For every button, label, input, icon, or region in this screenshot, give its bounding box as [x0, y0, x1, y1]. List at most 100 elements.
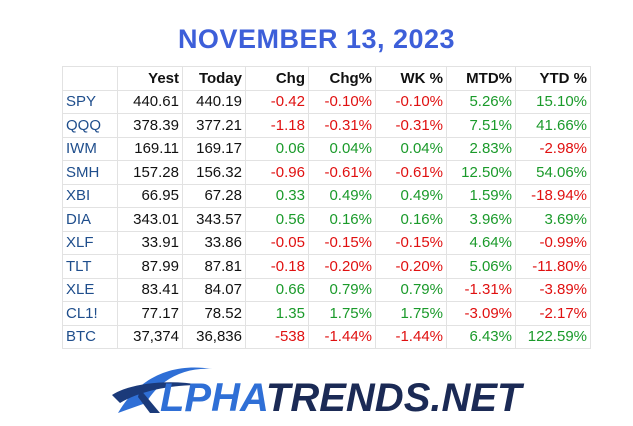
cell: 5.26%: [446, 89, 516, 114]
cell: -0.99%: [515, 230, 591, 255]
cell: -0.15%: [308, 230, 376, 255]
quote-table: Yest Today Chg Chg% WK % MTD% YTD % SPY 440.61 44…: [62, 66, 591, 349]
cell: 0.79%: [375, 277, 447, 302]
cell: 84.07: [182, 277, 246, 302]
cell: -0.61%: [375, 160, 447, 185]
cell: 343.57: [182, 207, 246, 232]
column-header: WK %: [375, 66, 447, 91]
cell: 0.49%: [308, 183, 376, 208]
cell: -0.31%: [375, 113, 447, 138]
cell: -0.10%: [308, 89, 376, 114]
logo: LPHATRENDS.NET: [112, 367, 525, 420]
cell: 66.95: [117, 183, 183, 208]
ticker: SPY: [62, 89, 118, 114]
cell: -1.31%: [446, 277, 516, 302]
row: QQQ 378.39 377.21 -1.18 -0.31% -0.31% 7.51% 41.…: [62, 113, 591, 138]
cell: -538: [245, 324, 309, 349]
cell: 3.69%: [515, 207, 591, 232]
cell: -1.44%: [308, 324, 376, 349]
cell: -0.42: [245, 89, 309, 114]
cell: 87.81: [182, 254, 246, 279]
cell: -2.17%: [515, 301, 591, 326]
ticker: IWM: [62, 136, 118, 161]
ticker: XLE: [62, 277, 118, 302]
ticker: CL1!: [62, 301, 118, 326]
logo-second: TRENDS.NET: [266, 376, 525, 420]
cell: 377.21: [182, 113, 246, 138]
cell: 2.83%: [446, 136, 516, 161]
ticker: XBI: [62, 183, 118, 208]
cell: 3.96%: [446, 207, 516, 232]
cell: -2.98%: [515, 136, 591, 161]
cell: 169.11: [117, 136, 183, 161]
logo-swoosh: [138, 389, 160, 413]
cell: 0.79%: [308, 277, 376, 302]
ticker: XLF: [62, 230, 118, 255]
cell: 77.17: [117, 301, 183, 326]
cell: 37,374: [117, 324, 183, 349]
cell: 5.06%: [446, 254, 516, 279]
cell: 54.06%: [515, 160, 591, 185]
cell: 122.59%: [515, 324, 591, 349]
cell: -0.20%: [308, 254, 376, 279]
cell: 0.66: [245, 277, 309, 302]
cell: 0.04%: [308, 136, 376, 161]
row: XBI 66.95 67.28 0.33 0.49% 0.49% 1.59% -18.94%: [62, 183, 591, 208]
cell: -0.18: [245, 254, 309, 279]
cell: 157.28: [117, 160, 183, 185]
ticker: TLT: [62, 254, 118, 279]
cell: 343.01: [117, 207, 183, 232]
cell: 1.59%: [446, 183, 516, 208]
column-header: Yest: [117, 66, 183, 91]
column-header: Chg%: [308, 66, 376, 91]
column-header: Today: [182, 66, 246, 91]
cell: -11.80%: [515, 254, 591, 279]
logo-first: LPHA: [160, 376, 266, 420]
cell: 83.41: [117, 277, 183, 302]
cell: 6.43%: [446, 324, 516, 349]
row: IWM 169.11 169.17 0.06 0.04% 0.04% 2.83% -2.98%: [62, 136, 591, 161]
cell: 0.56: [245, 207, 309, 232]
cell: 1.75%: [375, 301, 447, 326]
cell: 156.32: [182, 160, 246, 185]
logo-text: LPHATRENDS.NET: [160, 376, 525, 420]
cell: -0.05: [245, 230, 309, 255]
cell: -0.10%: [375, 89, 447, 114]
cell: -1.44%: [375, 324, 447, 349]
cell: 0.04%: [375, 136, 447, 161]
cell: 440.19: [182, 89, 246, 114]
cell: -0.15%: [375, 230, 447, 255]
column-header: YTD %: [515, 66, 591, 91]
corner-cell: [62, 66, 118, 91]
ticker: BTC: [62, 324, 118, 349]
cell: 4.64%: [446, 230, 516, 255]
row: XLF 33.91 33.86 -0.05 -0.15% -0.15% 4.64% -0.99…: [62, 230, 591, 255]
cell: 0.33: [245, 183, 309, 208]
cell: 36,836: [182, 324, 246, 349]
cell: -1.18: [245, 113, 309, 138]
cell: 33.86: [182, 230, 246, 255]
cell: 78.52: [182, 301, 246, 326]
cell: -0.31%: [308, 113, 376, 138]
cell: -0.96: [245, 160, 309, 185]
cell: -0.61%: [308, 160, 376, 185]
cell: 0.16%: [308, 207, 376, 232]
cell: 15.10%: [515, 89, 591, 114]
cell: 0.06: [245, 136, 309, 161]
row: BTC 37,374 36,836 -538 -1.44% -1.44% 6.43% 122.…: [62, 324, 591, 349]
column-header: MTD%: [446, 66, 516, 91]
ticker: DIA: [62, 207, 118, 232]
cell: 41.66%: [515, 113, 591, 138]
row: SMH 157.28 156.32 -0.96 -0.61% -0.61% 12.50% 54…: [62, 160, 591, 185]
row: TLT 87.99 87.81 -0.18 -0.20% -0.20% 5.06% -11.8…: [62, 254, 591, 279]
cell: 0.49%: [375, 183, 447, 208]
cell: 87.99: [117, 254, 183, 279]
cell: -3.89%: [515, 277, 591, 302]
cell: -18.94%: [515, 183, 591, 208]
row: DIA 343.01 343.57 0.56 0.16% 0.16% 3.96% 3.69%: [62, 207, 591, 232]
row: SPY 440.61 440.19 -0.42 -0.10% -0.10% 5.26% 15.…: [62, 89, 591, 114]
cell: -3.09%: [446, 301, 516, 326]
header-row: Yest Today Chg Chg% WK % MTD% YTD %: [62, 66, 591, 91]
cell: 1.75%: [308, 301, 376, 326]
